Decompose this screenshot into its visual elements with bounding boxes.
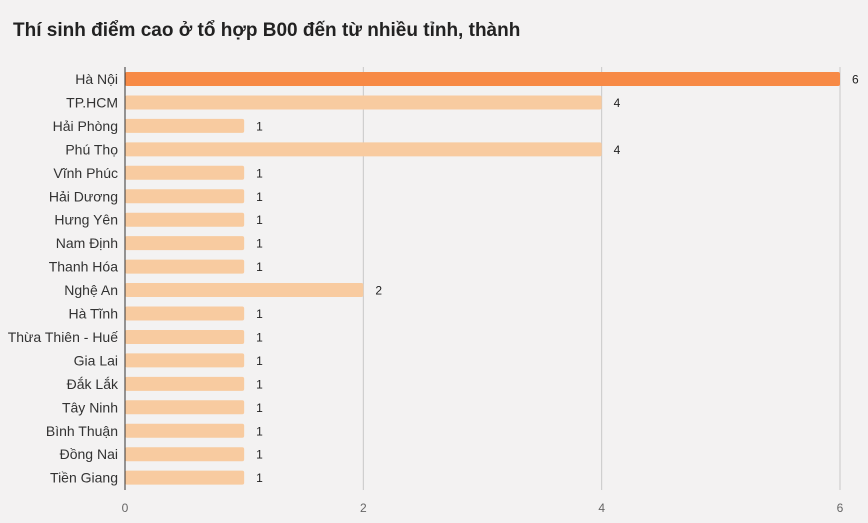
bar	[125, 118, 245, 133]
category-label: Thừa Thiên - Huế	[8, 329, 118, 345]
value-label: 1	[256, 401, 263, 415]
bar	[125, 142, 602, 157]
category-label: Gia Lai	[74, 352, 118, 368]
value-label: 1	[256, 448, 263, 462]
category-label: Hưng Yên	[54, 212, 118, 228]
x-tick-label: 2	[360, 501, 367, 515]
category-label: Hà Tĩnh	[68, 306, 118, 322]
x-tick-label: 6	[837, 501, 844, 515]
value-label: 1	[256, 330, 263, 344]
category-label: Đắk Lắk	[67, 376, 119, 392]
x-tick-label: 4	[598, 501, 605, 515]
category-label: Phú Thọ	[65, 141, 118, 157]
value-label: 1	[256, 237, 263, 251]
bar	[125, 212, 245, 227]
bar	[125, 353, 245, 368]
bar	[125, 400, 245, 415]
value-label: 1	[256, 166, 263, 180]
category-label: Hà Nội	[75, 71, 118, 87]
value-label: 4	[614, 143, 621, 157]
bar	[125, 72, 840, 86]
value-label: 1	[256, 307, 263, 321]
bar	[125, 283, 364, 298]
bar	[125, 329, 245, 344]
chart-title: Thí sinh điểm cao ở tổ hợp B00 đến từ nh…	[13, 20, 521, 41]
value-label: 1	[256, 213, 263, 227]
x-tick-label: 0	[122, 501, 129, 515]
bar	[125, 423, 245, 438]
value-label: 1	[256, 260, 263, 274]
bar	[125, 376, 245, 391]
value-label: 2	[375, 284, 382, 298]
category-label: Vĩnh Phúc	[53, 165, 118, 181]
bar	[125, 165, 245, 180]
category-label: Nam Định	[56, 235, 118, 251]
category-label: Tây Ninh	[62, 399, 118, 415]
value-label: 6	[852, 73, 859, 87]
bar	[125, 95, 602, 110]
category-label: Bình Thuận	[46, 423, 118, 439]
value-label: 1	[256, 354, 263, 368]
category-label: Hải Dương	[49, 188, 118, 204]
bar	[125, 259, 245, 274]
category-label: Đồng Nai	[60, 446, 118, 462]
category-label: Hải Phòng	[53, 118, 118, 134]
bar	[125, 189, 245, 204]
value-label: 1	[256, 471, 263, 485]
category-label: Tiền Giang	[50, 470, 118, 486]
category-label: TP.HCM	[66, 94, 118, 110]
bar	[125, 470, 245, 485]
bar	[125, 447, 245, 462]
bar	[125, 306, 245, 321]
value-label: 1	[256, 377, 263, 391]
bar	[125, 236, 245, 251]
value-label: 1	[256, 190, 263, 204]
category-label: Nghệ An	[64, 282, 118, 298]
value-label: 1	[256, 119, 263, 133]
category-label: Thanh Hóa	[49, 259, 118, 275]
value-label: 4	[614, 96, 621, 110]
value-label: 1	[256, 424, 263, 438]
